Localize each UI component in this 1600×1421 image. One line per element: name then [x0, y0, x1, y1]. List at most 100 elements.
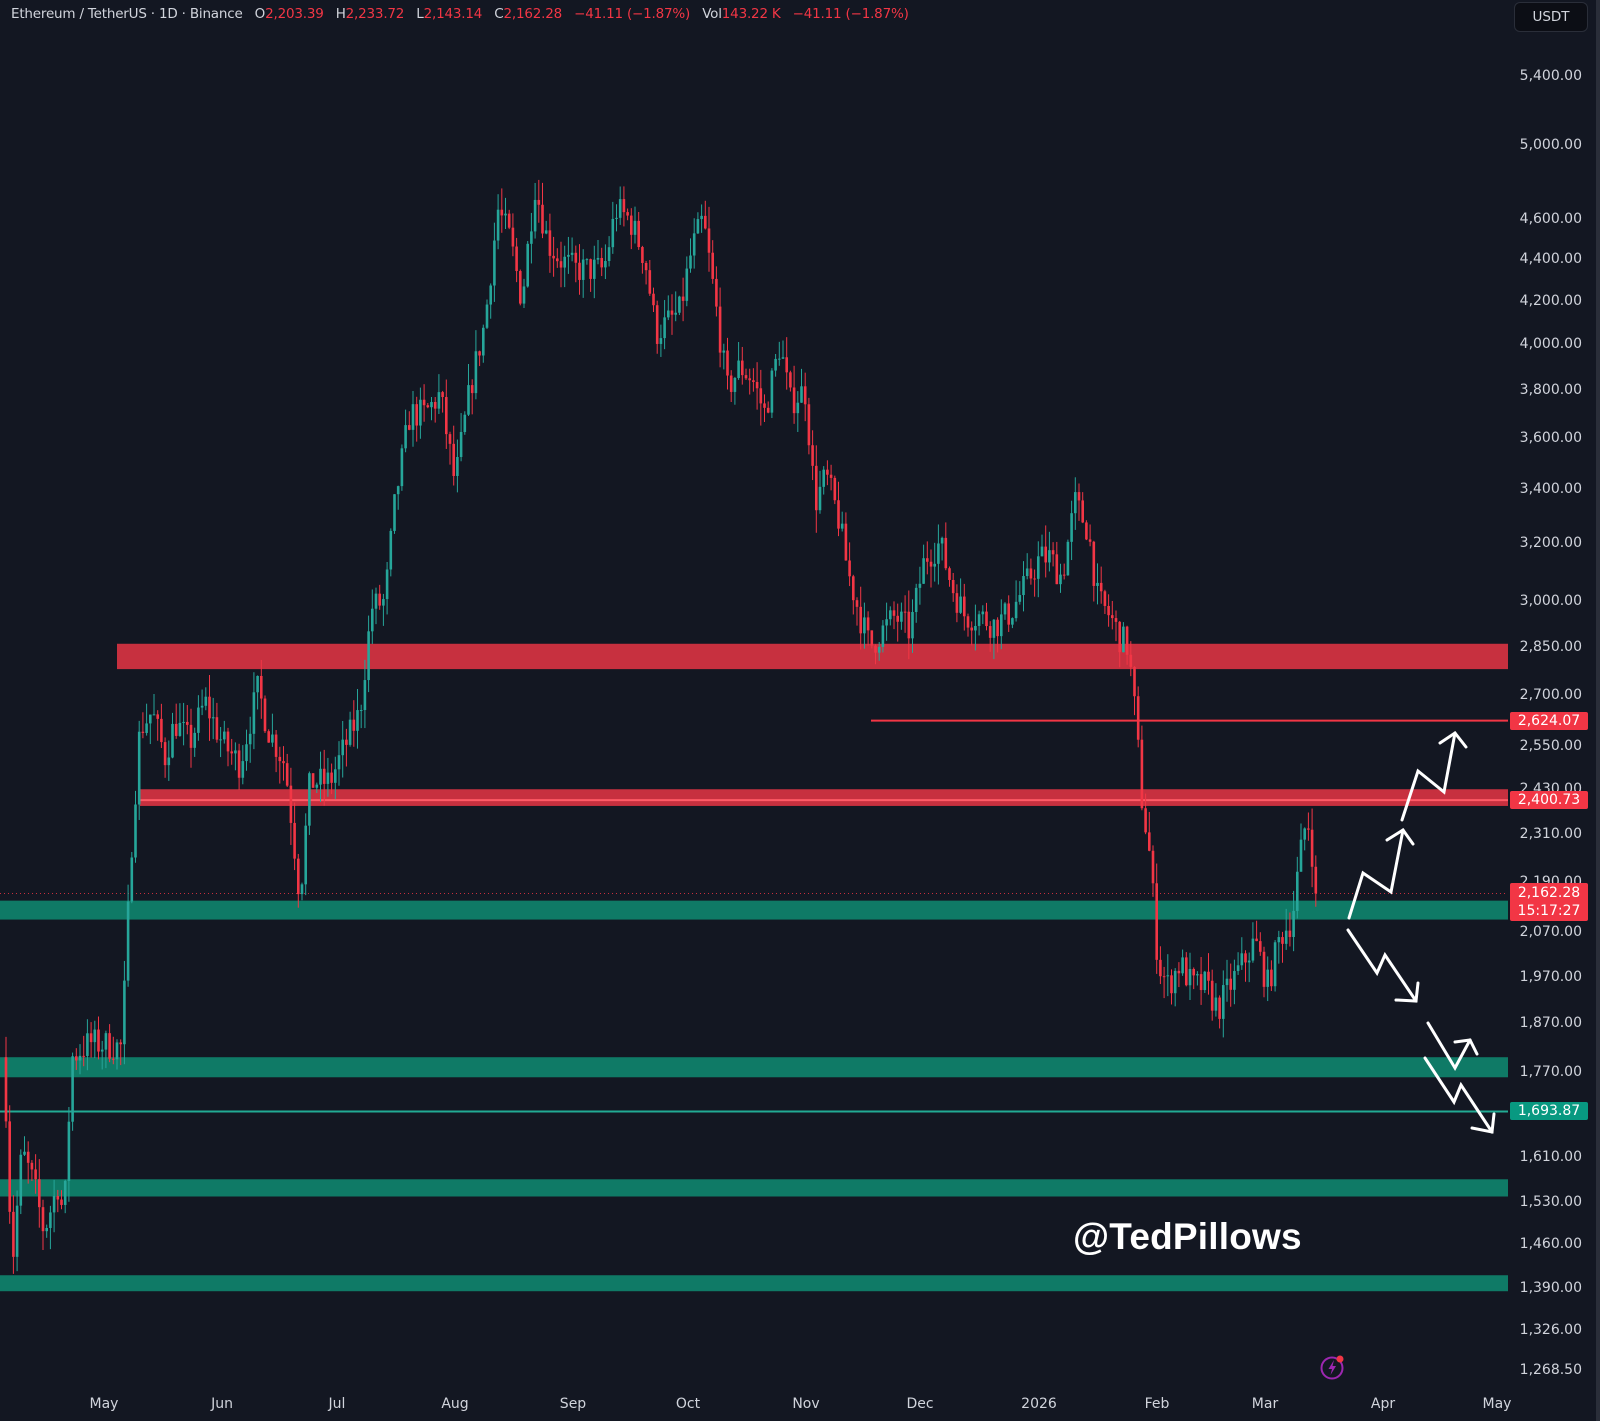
candle-body	[593, 259, 596, 279]
candle-body	[411, 404, 415, 430]
candle-body	[1140, 739, 1144, 809]
candle-body	[840, 523, 844, 529]
candle-body	[156, 714, 159, 719]
candle-body	[541, 204, 544, 234]
candle-body	[1040, 546, 1044, 557]
last-price-tag: 2,162.28 15:17:27	[1510, 883, 1588, 922]
candle-body	[1022, 576, 1025, 596]
candle-body	[737, 360, 740, 378]
candle-body	[1081, 500, 1084, 523]
candle-body	[1218, 997, 1221, 1019]
candle-body	[996, 619, 999, 637]
candle-body	[223, 731, 226, 740]
time-axis-tick: Sep	[559, 1396, 587, 1412]
candle-body	[282, 761, 285, 764]
candle-body	[493, 240, 496, 286]
support-line-price-tag: 1,693.87	[1510, 1102, 1588, 1121]
time-axis-tick: Mar	[1251, 1396, 1279, 1412]
currency-button[interactable]: USDT	[1514, 2, 1588, 32]
price-axis-tick: 2,550.00	[1519, 738, 1582, 755]
candle-body	[1292, 910, 1295, 937]
candle-body	[981, 611, 985, 615]
candle-body	[15, 1205, 19, 1257]
candle-body	[877, 646, 881, 653]
candle-body	[63, 1180, 67, 1205]
candle-body	[245, 744, 248, 762]
candle-body	[1118, 621, 1121, 653]
resistance-zone	[117, 643, 1508, 670]
price-axis-tick: 1,326.00	[1519, 1322, 1582, 1339]
time-axis-tick: Nov	[792, 1396, 820, 1412]
candle-body	[533, 199, 537, 232]
candle-body	[567, 254, 570, 257]
candle-body	[75, 1056, 78, 1061]
candle-body	[485, 304, 489, 328]
candle-body	[911, 611, 914, 639]
candle-body	[1033, 578, 1036, 580]
candle-body	[1062, 574, 1066, 576]
candle-body	[345, 739, 348, 745]
price-axis-tick: 3,600.00	[1519, 430, 1582, 447]
candle-body	[1085, 522, 1088, 540]
candle-body	[1007, 603, 1010, 625]
candle-body	[352, 719, 356, 731]
candle-body	[704, 215, 707, 229]
candle-body	[1214, 997, 1218, 1011]
candle-body	[537, 199, 541, 205]
resistance-zone	[140, 789, 1508, 806]
candle-body	[108, 1033, 111, 1059]
candle-body	[300, 884, 304, 895]
open-label: O	[254, 6, 266, 22]
candle-body	[437, 392, 441, 409]
candle-body	[171, 723, 174, 758]
candle-body	[393, 494, 396, 531]
candle-body	[963, 596, 966, 617]
candle-body	[641, 247, 644, 263]
price-axis[interactable]: 5,400.00 5,000.00 4,600.00 4,400.00 4,200.00…	[1510, 0, 1600, 1421]
candle-body	[663, 317, 666, 339]
candle-body	[1255, 938, 1258, 942]
candle-body	[1203, 971, 1207, 991]
candle-body	[600, 257, 603, 268]
candle-body	[160, 718, 163, 743]
candle-body	[752, 380, 755, 382]
candle-body	[630, 215, 633, 235]
candle-body	[818, 486, 822, 511]
candle-body	[940, 537, 944, 544]
candle-body	[1133, 666, 1136, 697]
price-axis-tick: 1,390.00	[1519, 1280, 1582, 1296]
candle-body	[163, 742, 167, 766]
candle-body	[152, 714, 156, 716]
candle-body	[285, 763, 289, 786]
candle-body	[178, 722, 182, 736]
lightning-bolt-icon[interactable]	[1320, 1354, 1346, 1380]
candle-body	[748, 378, 751, 381]
candle-body	[1107, 605, 1110, 616]
candle-body	[456, 457, 459, 476]
candle-body	[1281, 937, 1284, 944]
candle-body	[970, 627, 973, 631]
candle-body	[26, 1151, 30, 1163]
candle-body	[670, 310, 674, 315]
candle-body	[892, 610, 896, 616]
candle-body	[1066, 541, 1070, 576]
candle-body	[356, 710, 359, 731]
candle-body	[274, 734, 278, 757]
candle-body	[918, 583, 922, 588]
time-axis-tick: Jun	[211, 1396, 233, 1412]
candle-body	[200, 705, 204, 708]
price-axis-tick: 4,200.00	[1519, 292, 1582, 309]
open-value: 2,203.39	[265, 6, 324, 22]
candle-body	[866, 617, 870, 631]
price-axis-tick: 5,400.00	[1519, 68, 1582, 85]
candle-body	[52, 1196, 56, 1213]
candle-body	[1173, 970, 1177, 994]
candle-body	[755, 381, 759, 389]
high-label: H	[335, 6, 346, 22]
candle-body	[985, 611, 988, 627]
symbol-title[interactable]: Ethereum / TetherUS · 1D · Binance	[11, 6, 243, 22]
candle-body	[681, 296, 685, 301]
price-plot-area[interactable]	[0, 0, 1510, 1421]
candle-body	[722, 350, 726, 353]
